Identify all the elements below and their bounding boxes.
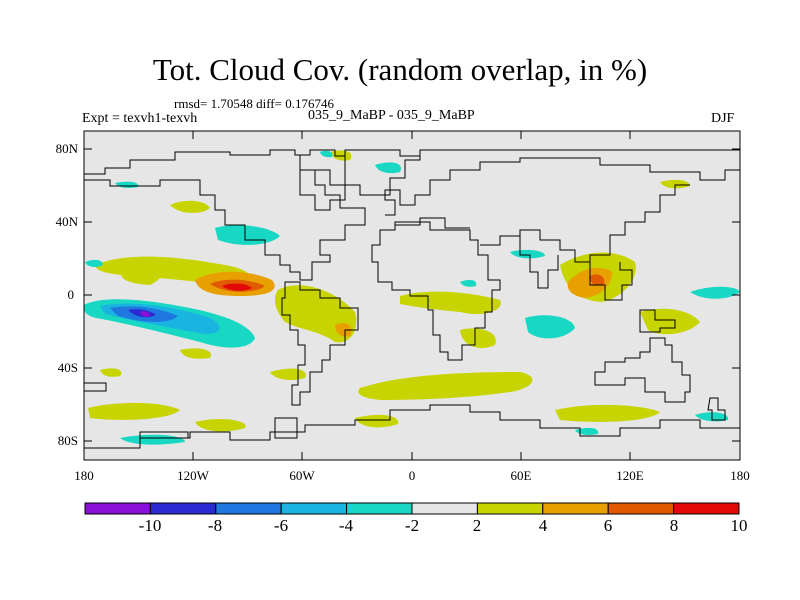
colorbar-label: 6 xyxy=(604,516,613,535)
page-title: Tot. Cloud Cov. (random overlap, in %) xyxy=(152,52,648,87)
colorbar-swatch xyxy=(607,502,675,515)
coastline-north-america xyxy=(84,155,366,281)
colorbar-label: -10 xyxy=(139,516,162,535)
coastline-indonesia xyxy=(639,309,676,333)
coastline-south-america xyxy=(281,281,359,406)
coastline-asia-east xyxy=(480,184,690,263)
contour-red xyxy=(222,283,252,291)
colorbar-label: -2 xyxy=(405,516,419,535)
colorbar-swatch xyxy=(542,502,609,515)
colorbar-swatch xyxy=(411,502,478,515)
contour-negative xyxy=(575,427,599,435)
season-label: DJF xyxy=(711,111,735,126)
colorbar-label: -6 xyxy=(274,516,288,535)
colorbar-swatch xyxy=(215,502,282,515)
coastline-eurasia xyxy=(384,157,740,216)
coastline-india xyxy=(519,236,559,289)
contour-negative xyxy=(85,259,103,267)
coastline-greenland xyxy=(344,150,421,196)
stats-line: rmsd= 1.70548 diff= 0.176746 xyxy=(174,96,334,111)
colorbar-label: -4 xyxy=(339,516,354,535)
coastline-se-asia xyxy=(589,262,633,301)
coastline-hudson xyxy=(299,169,346,211)
contour-positive xyxy=(180,348,211,359)
contour-positive xyxy=(358,372,533,400)
coastline-australia xyxy=(594,337,691,403)
colorbar-swatch xyxy=(346,502,413,515)
contour-positive xyxy=(121,267,163,285)
contour-positive xyxy=(195,419,246,432)
contour-orange xyxy=(335,323,352,337)
contour-purple xyxy=(140,311,150,317)
contour-negative xyxy=(460,279,477,287)
coastline-new-zealand xyxy=(707,397,726,421)
colorbar-swatch xyxy=(149,502,217,515)
lat-label: 40S xyxy=(58,360,78,375)
lon-label: 120E xyxy=(616,468,644,483)
coastlines xyxy=(83,149,740,449)
contour-positive xyxy=(100,368,122,377)
contour-negative xyxy=(510,249,545,259)
contour-positive xyxy=(170,200,210,214)
contour-positive xyxy=(660,179,690,189)
contour-positive xyxy=(400,291,501,315)
coastline-island xyxy=(139,431,189,439)
lat-label: 0 xyxy=(68,287,75,302)
periods-label: 035_9_MaBP - 035_9_MaBP xyxy=(308,108,475,123)
contour-positive xyxy=(460,328,496,349)
lat-label: 40N xyxy=(56,214,79,229)
colorbar-label: -8 xyxy=(208,516,222,535)
lon-ticks xyxy=(83,131,741,460)
lat-label: 80N xyxy=(56,141,79,156)
coastline-north xyxy=(84,149,740,175)
lat-label: 80S xyxy=(58,433,78,448)
contour-negative xyxy=(320,150,333,158)
lon-label: 0 xyxy=(409,468,416,483)
lon-label: 60W xyxy=(289,468,315,483)
coastline-mediterranean xyxy=(395,217,470,229)
lon-label: 120W xyxy=(177,468,210,483)
colorbar-swatch xyxy=(673,502,740,515)
colorbar-label: 10 xyxy=(731,516,748,535)
experiment-label: Expt = texvh1-texvh xyxy=(82,111,198,126)
contour-negative xyxy=(120,434,185,445)
colorbar xyxy=(84,502,740,515)
lat-ticks xyxy=(84,148,740,442)
colorbar-swatch xyxy=(280,502,348,515)
colorbar-label: 4 xyxy=(539,516,548,535)
contour-negative xyxy=(525,315,575,339)
colorbar-labels: -10 -8 -6 -4 -2 2 4 6 8 10 xyxy=(139,516,748,535)
contour-darkorange xyxy=(590,274,605,286)
contour-positive xyxy=(270,368,306,380)
contour-positive xyxy=(88,402,180,420)
contour-negative xyxy=(690,286,740,299)
colorbar-swatch xyxy=(84,502,151,515)
colorbar-label: 8 xyxy=(670,516,679,535)
coastline-antarctica xyxy=(84,404,740,449)
lon-label: 180 xyxy=(730,468,750,483)
lon-label: 180 xyxy=(74,468,94,483)
colorbar-label: 2 xyxy=(473,516,482,535)
lon-label: 60E xyxy=(511,468,532,483)
colorbar-swatch xyxy=(476,502,544,515)
contour-negative xyxy=(375,162,401,174)
contour-positive xyxy=(555,404,660,422)
coastline-island xyxy=(274,417,298,439)
coastline-africa xyxy=(371,221,501,361)
contour-positive xyxy=(355,414,399,428)
